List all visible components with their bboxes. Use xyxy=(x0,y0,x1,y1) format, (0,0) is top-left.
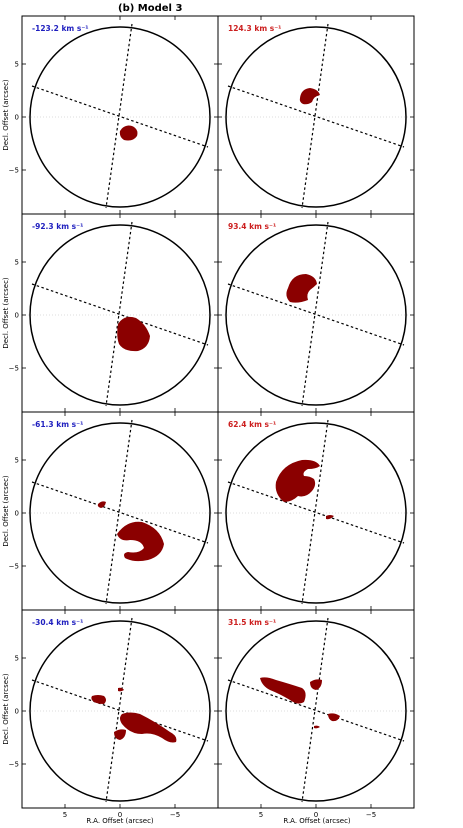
x-tick-label: 0 xyxy=(118,811,122,819)
y-axis-label: Decl. Offset (arcsec) xyxy=(2,475,10,547)
emission-blob xyxy=(260,677,306,704)
emission-blob xyxy=(275,459,320,502)
major-axis-line xyxy=(31,679,209,742)
x-tick-label: 0 xyxy=(314,811,318,819)
minor-axis-line xyxy=(105,23,133,209)
emission-blob xyxy=(97,501,106,508)
major-axis-line xyxy=(227,283,405,346)
channel-panel: 31.5 km s⁻¹ 5 0 −5 xyxy=(217,609,415,819)
y-tick-label: −5 xyxy=(9,167,19,175)
major-axis-line xyxy=(227,85,405,148)
emission-blob xyxy=(118,687,124,692)
field-circle xyxy=(225,224,407,406)
field-circle xyxy=(225,620,407,802)
velocity-label: -123.2 km s⁻¹ xyxy=(32,24,89,33)
field-circle xyxy=(225,422,407,604)
y-tick-label: 5 xyxy=(15,61,19,69)
emission-blob xyxy=(120,712,177,743)
y-axis-label: Decl. Offset (arcsec) xyxy=(2,277,10,349)
x-tick-label: 5 xyxy=(63,811,67,819)
panel-frame xyxy=(217,213,415,413)
y-tick-label: −5 xyxy=(9,563,19,571)
y-tick-label: 0 xyxy=(15,312,19,320)
x-axis-label-right: R.A. Offset (arcsec) xyxy=(283,817,351,825)
field-circle xyxy=(225,26,407,208)
y-tick-label: 0 xyxy=(15,510,19,518)
panel-frame xyxy=(21,609,219,809)
emission-blob xyxy=(117,521,164,562)
emission-blob xyxy=(314,725,320,729)
field-circle xyxy=(29,422,211,604)
x-tick-label: −5 xyxy=(366,811,376,819)
emission-blob xyxy=(299,88,320,105)
y-axis-label: Decl. Offset (arcsec) xyxy=(2,79,10,151)
emission-blob xyxy=(117,316,150,352)
field-circle xyxy=(29,224,211,406)
velocity-label: 62.4 km s⁻¹ xyxy=(228,420,276,429)
minor-axis-line xyxy=(105,617,133,803)
panel-frame xyxy=(217,411,415,611)
major-axis-line xyxy=(227,481,405,544)
panel-frame xyxy=(217,15,415,215)
velocity-label: -61.3 km s⁻¹ xyxy=(32,420,83,429)
field-circle xyxy=(29,26,211,208)
major-axis-line xyxy=(31,283,209,346)
velocity-label: 93.4 km s⁻¹ xyxy=(228,222,276,231)
minor-axis-line xyxy=(301,23,329,209)
channel-panel: -92.3 km s⁻¹ 5 0 −5 Decl. Offset (arcsec) xyxy=(2,213,219,413)
panel-frame xyxy=(217,609,415,809)
y-tick-label: 0 xyxy=(15,708,19,716)
velocity-label: 31.5 km s⁻¹ xyxy=(228,618,276,627)
panel-frame xyxy=(21,213,219,413)
x-tick-label: −5 xyxy=(170,811,180,819)
y-tick-label: 5 xyxy=(15,259,19,267)
minor-axis-line xyxy=(301,419,329,605)
channel-panel: 93.4 km s⁻¹ xyxy=(217,213,415,413)
panel-frame xyxy=(21,15,219,215)
major-axis-line xyxy=(227,679,405,742)
velocity-label: -30.4 km s⁻¹ xyxy=(32,618,83,627)
minor-axis-line xyxy=(301,617,329,803)
y-tick-label: −5 xyxy=(9,365,19,373)
figure-title: (b) Model 3 xyxy=(118,3,182,14)
y-tick-label: 5 xyxy=(15,655,19,663)
channel-panel: -30.4 km s⁻¹ 5 0 −5 Decl. Offset (arcsec) 5 0 −… xyxy=(2,609,219,819)
major-axis-line xyxy=(31,85,209,148)
emission-blob xyxy=(119,125,138,141)
channel-panel: -61.3 km s⁻¹ 5 0 −5 Decl. Offset (arcsec) xyxy=(2,411,219,611)
velocity-label: -92.3 km s⁻¹ xyxy=(32,222,83,231)
minor-axis-line xyxy=(105,419,133,605)
minor-axis-line xyxy=(301,221,329,407)
channel-panel: 124.3 km s⁻¹ xyxy=(217,15,415,215)
emission-blob xyxy=(310,679,322,690)
y-tick-label: −5 xyxy=(9,761,19,769)
y-axis-label: Decl. Offset (arcsec) xyxy=(2,673,10,745)
emission-blob xyxy=(286,274,317,303)
field-circle xyxy=(29,620,211,802)
panel-frame xyxy=(21,411,219,611)
velocity-label: 124.3 km s⁻¹ xyxy=(228,24,281,33)
y-tick-label: 0 xyxy=(15,114,19,122)
major-axis-line xyxy=(31,481,209,544)
x-tick-label: 5 xyxy=(259,811,263,819)
panel-grid: -123.2 km s⁻¹ 5 0 −5 Decl. Offset (arcsec) 12… xyxy=(2,15,415,819)
channel-panel: -123.2 km s⁻¹ 5 0 −5 Decl. Offset (arcsec) xyxy=(2,15,219,215)
channel-panel: 62.4 km s⁻¹ xyxy=(217,411,415,611)
emission-blob xyxy=(328,713,340,722)
x-axis-label: R.A. Offset (arcsec) xyxy=(86,817,154,825)
minor-axis-line xyxy=(105,221,133,407)
emission-blob xyxy=(326,515,334,520)
y-tick-label: 5 xyxy=(15,457,19,465)
emission-blob xyxy=(91,695,106,704)
emission-blob xyxy=(114,729,126,740)
